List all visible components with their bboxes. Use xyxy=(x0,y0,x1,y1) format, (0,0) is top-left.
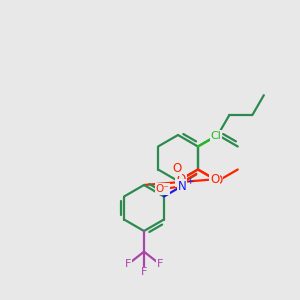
Text: F: F xyxy=(141,267,147,278)
Text: F: F xyxy=(125,259,131,269)
Text: O: O xyxy=(210,173,220,186)
Text: O: O xyxy=(213,175,223,188)
Text: +: + xyxy=(186,177,193,186)
Text: Cl: Cl xyxy=(210,131,221,141)
Text: N: N xyxy=(178,180,186,193)
Text: F: F xyxy=(157,259,163,269)
Text: O: O xyxy=(172,162,182,176)
Text: O⁻: O⁻ xyxy=(155,184,169,194)
Text: O: O xyxy=(176,173,186,186)
